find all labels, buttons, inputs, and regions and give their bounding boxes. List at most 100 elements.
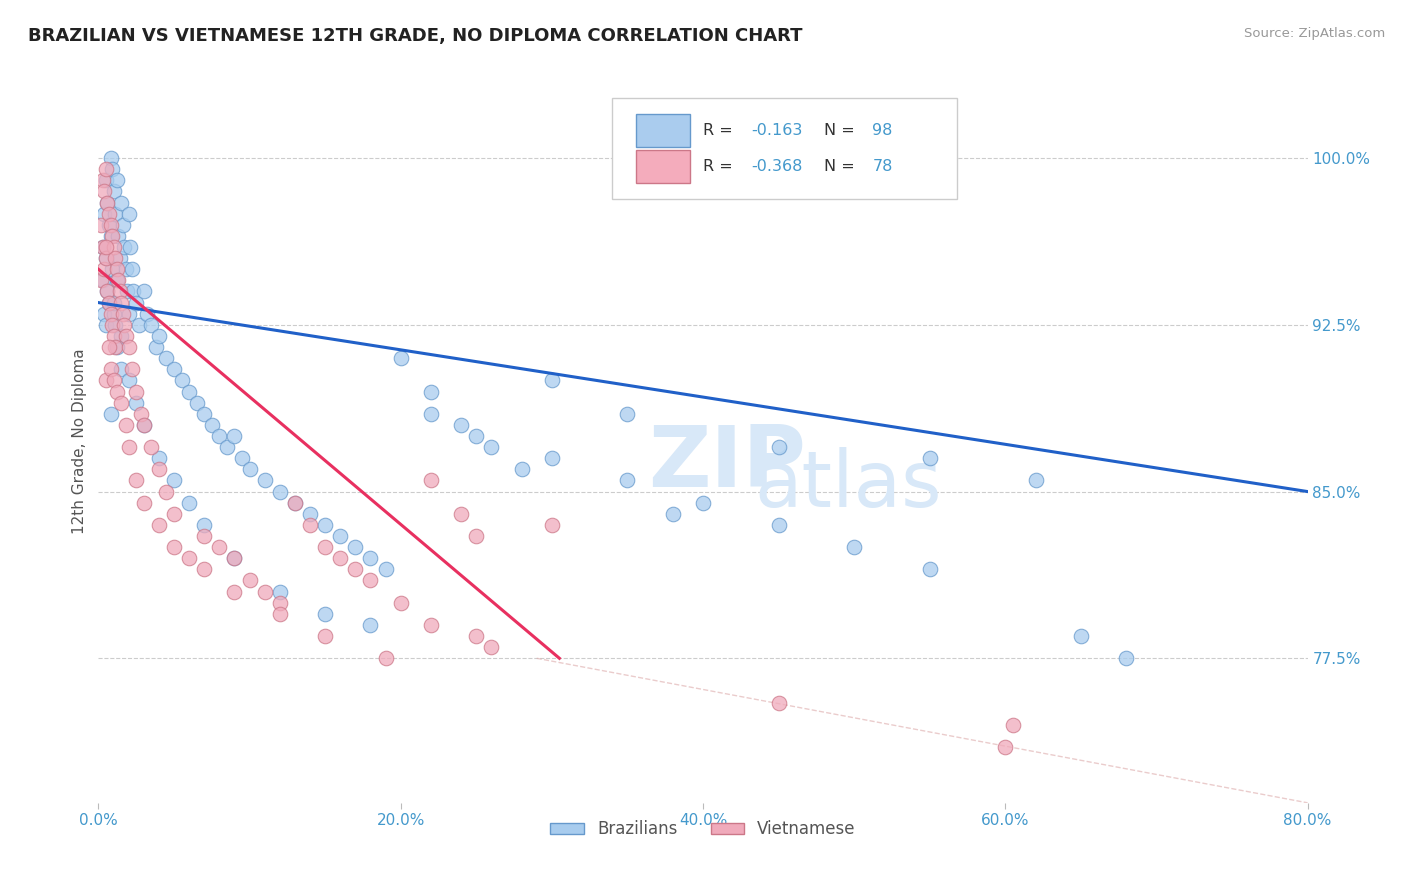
Point [420, 384, 443, 399]
Point [844, 540, 866, 554]
Point [101, 318, 124, 332]
Point [96, 195, 118, 210]
Point [108, 285, 131, 299]
Point [104, 251, 127, 265]
Point [91, 240, 114, 254]
Point [105, 273, 128, 287]
Point [155, 484, 177, 499]
Point [132, 417, 155, 432]
Point [98, 218, 121, 232]
Point [145, 340, 167, 354]
Point [163, 507, 186, 521]
Point [91, 173, 114, 187]
Text: BRAZILIAN VS VIETNAMESE 12TH GRADE, NO DIPLOMA CORRELATION CHART: BRAZILIAN VS VIETNAMESE 12TH GRADE, NO D… [28, 27, 803, 45]
Text: R =: R = [703, 159, 738, 174]
Point [90, 218, 112, 232]
Point [103, 295, 125, 310]
Point [96, 285, 118, 299]
Point [374, 651, 396, 665]
Point [163, 540, 186, 554]
Point [110, 362, 132, 376]
Point [193, 562, 215, 576]
Point [163, 474, 186, 488]
Point [141, 440, 163, 454]
Point [299, 517, 322, 532]
Point [114, 262, 136, 277]
Point [114, 417, 136, 432]
Point [193, 529, 215, 543]
Point [122, 285, 145, 299]
Point [121, 262, 143, 277]
Point [510, 462, 533, 476]
Point [465, 429, 488, 443]
Point [112, 318, 135, 332]
Point [768, 696, 790, 710]
Point [155, 351, 177, 366]
Point [132, 285, 155, 299]
Text: 98: 98 [872, 122, 893, 137]
Point [186, 395, 208, 409]
Text: Source: ZipAtlas.com: Source: ZipAtlas.com [1244, 27, 1385, 40]
Point [224, 551, 246, 566]
Point [299, 507, 322, 521]
Point [1024, 474, 1046, 488]
Point [103, 373, 125, 387]
Point [389, 351, 412, 366]
Point [344, 562, 367, 576]
Point [110, 395, 132, 409]
Point [132, 496, 155, 510]
Point [96, 195, 118, 210]
Point [215, 440, 238, 454]
Point [118, 307, 141, 321]
Point [91, 240, 114, 254]
Point [94, 240, 117, 254]
Point [420, 618, 443, 632]
Point [132, 417, 155, 432]
Point [118, 440, 141, 454]
Point [389, 596, 412, 610]
Point [208, 540, 231, 554]
Point [314, 540, 336, 554]
Point [148, 329, 170, 343]
Point [94, 162, 117, 177]
Point [111, 218, 134, 232]
Point [103, 307, 125, 321]
Point [420, 407, 443, 421]
Point [118, 373, 141, 387]
Point [269, 484, 291, 499]
Point [768, 517, 790, 532]
Point [125, 395, 148, 409]
Point [110, 329, 132, 343]
Point [93, 185, 115, 199]
Point [148, 451, 170, 466]
Point [91, 273, 114, 287]
Point [90, 273, 112, 287]
Text: R =: R = [703, 122, 738, 137]
Point [115, 285, 138, 299]
Point [450, 507, 472, 521]
Point [314, 607, 336, 621]
Point [105, 262, 128, 277]
Point [465, 529, 488, 543]
Point [1115, 651, 1137, 665]
Point [125, 474, 148, 488]
Point [661, 507, 683, 521]
Point [107, 273, 129, 287]
Point [284, 496, 307, 510]
Point [481, 440, 503, 454]
Point [329, 529, 352, 543]
Point [420, 474, 443, 488]
Point [100, 151, 122, 165]
Text: atlas: atlas [755, 447, 942, 523]
Point [105, 384, 128, 399]
Point [93, 307, 115, 321]
Point [224, 551, 246, 566]
Point [918, 451, 941, 466]
Point [108, 251, 131, 265]
FancyBboxPatch shape [637, 113, 690, 147]
Point [314, 517, 336, 532]
Point [481, 640, 503, 655]
Point [269, 584, 291, 599]
Point [224, 584, 246, 599]
Point [107, 228, 129, 243]
